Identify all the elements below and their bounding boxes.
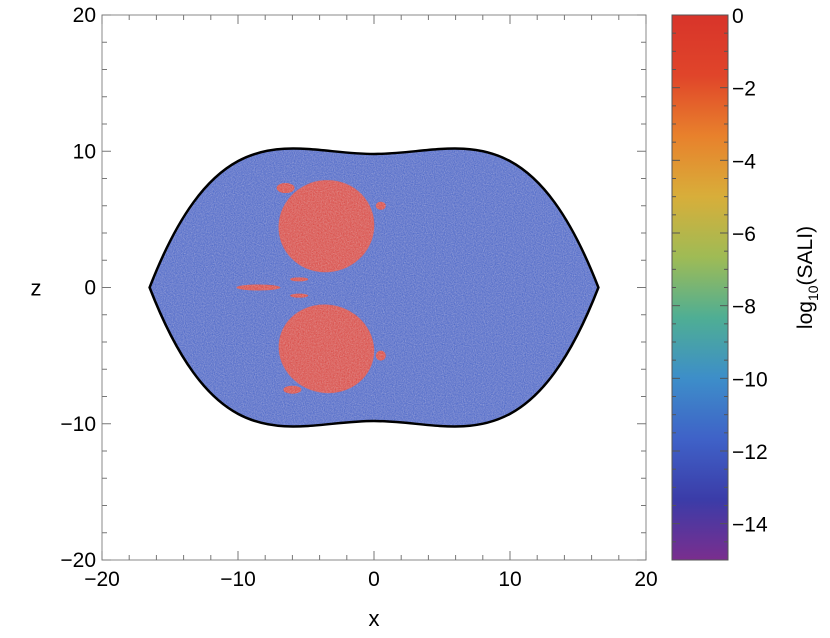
axis-ticks: −20 −10 0 10 20 −20 −10 0 10 20 — [60, 4, 657, 591]
colorbar-label-subscript: 10 — [805, 285, 821, 301]
colorbar-label-suffix: (SALI) — [794, 226, 817, 286]
colorbar-tick-label: −14 — [732, 514, 768, 537]
y-tick-label: −20 — [60, 549, 96, 572]
x-tick-label: −20 — [84, 568, 120, 591]
x-tick-label: 10 — [498, 568, 521, 591]
colorbar-label-prefix: log — [794, 301, 817, 329]
y-tick-label: 0 — [84, 277, 96, 300]
region-upper-island — [278, 180, 375, 273]
colorbar-gradient — [671, 14, 729, 561]
island-fragment — [276, 183, 295, 194]
y-tick-label: 20 — [73, 4, 96, 27]
colorbar-tick-label: −2 — [732, 78, 756, 101]
x-axis-label: x — [369, 606, 380, 631]
colorbar-ticks: 0 −2 −4 −6 −8 −10 −12 −14 — [672, 5, 768, 561]
x-tick-label: 20 — [634, 568, 657, 591]
colorbar-label: log10(SALI) — [794, 226, 821, 329]
y-tick-label: 10 — [73, 140, 96, 163]
y-tick-label: −10 — [60, 413, 96, 436]
colorbar-tick-label: −6 — [732, 223, 756, 246]
island-fragment — [283, 385, 302, 394]
island-fragment — [375, 350, 386, 361]
colorbar-tick-label: −12 — [732, 441, 768, 464]
island-fragment — [290, 293, 309, 298]
colorbar-tick-label: −4 — [732, 150, 756, 173]
x-tick-label: −10 — [220, 568, 256, 591]
colorbar: 0 −2 −4 −6 −8 −10 −12 −14 log10(SALI) — [671, 5, 821, 561]
island-fragment — [375, 201, 386, 210]
colorbar-tick-label: 0 — [732, 5, 744, 28]
energy-boundary — [148, 147, 600, 428]
sali-map — [149, 148, 599, 427]
island-fragment — [290, 277, 309, 282]
colorbar-tick-label: −8 — [732, 296, 756, 319]
y-axis-label: z — [31, 276, 42, 301]
plot-area: −20 −10 0 10 20 −20 −10 0 10 20 — [60, 4, 657, 591]
region-left-streak — [236, 284, 281, 291]
region-lower-island — [278, 304, 375, 394]
chaotic-background — [149, 148, 599, 427]
colorbar-tick-label: −10 — [732, 368, 768, 391]
x-tick-label: 0 — [368, 568, 380, 591]
